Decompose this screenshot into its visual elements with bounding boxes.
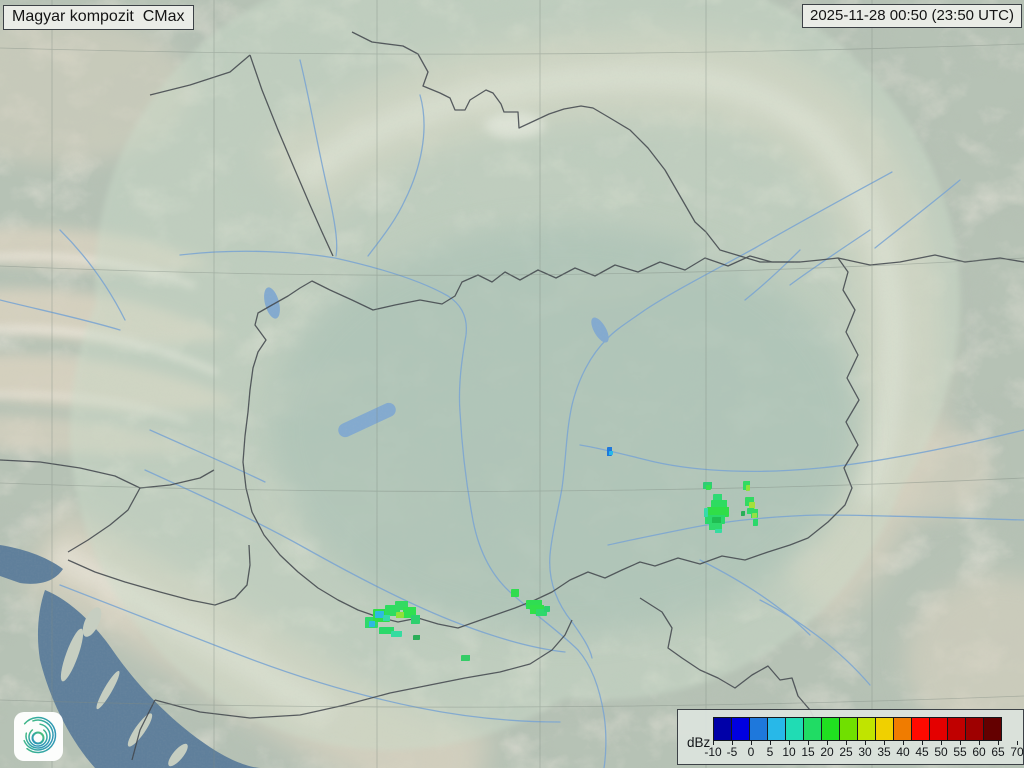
radar-echo-cell xyxy=(413,635,420,640)
legend-color-cell xyxy=(731,717,750,741)
radar-echo-cell xyxy=(715,529,722,533)
legend-color-cell xyxy=(767,717,786,741)
met-service-logo xyxy=(14,712,63,761)
legend-tickmark xyxy=(713,741,714,745)
legend-tickmark xyxy=(865,741,866,745)
radar-echo-cell xyxy=(709,523,722,530)
radar-echo-cell xyxy=(713,494,722,501)
radar-echo-cell xyxy=(411,615,420,624)
legend-tickmark xyxy=(979,741,980,745)
legend-tick-label: 50 xyxy=(934,745,948,759)
legend-tick-label: 20 xyxy=(820,745,834,759)
legend-tickmark xyxy=(808,741,809,745)
legend-tick-label: 10 xyxy=(782,745,796,759)
legend-tick-label: 55 xyxy=(953,745,967,759)
legend-color-cell xyxy=(821,717,840,741)
legend-tickmark xyxy=(789,741,790,745)
legend-tick-label: 0 xyxy=(747,745,755,759)
radar-echo-cell xyxy=(369,621,375,627)
legend-tickmark xyxy=(751,741,752,745)
legend-tickmark xyxy=(903,741,904,745)
legend-tickmark xyxy=(922,741,923,745)
legend-tick-label: -10 xyxy=(704,745,722,759)
legend-color-cell xyxy=(875,717,894,741)
radar-echo-cell xyxy=(704,508,708,517)
radar-echo-cell xyxy=(391,631,402,637)
radar-echo-cell xyxy=(383,615,390,621)
legend-color-cell xyxy=(947,717,966,741)
legend-tick-label: -5 xyxy=(726,745,738,759)
legend-color-cell xyxy=(911,717,930,741)
legend-tick-label: 40 xyxy=(896,745,910,759)
radar-echo-cell xyxy=(544,606,550,612)
radar-echo-cell xyxy=(511,589,519,597)
legend-color-cell xyxy=(749,717,768,741)
radar-echo-cell xyxy=(707,507,729,517)
legend-color-scale xyxy=(713,717,1002,741)
legend-tickmark xyxy=(846,741,847,745)
legend-tickmark xyxy=(884,741,885,745)
legend-color-cell xyxy=(857,717,876,741)
radar-echo-cell xyxy=(379,627,394,634)
legend-color-cell xyxy=(929,717,948,741)
legend-tickmark xyxy=(770,741,771,745)
legend-color-cell xyxy=(713,717,732,741)
legend-tickmark xyxy=(1017,741,1018,745)
radar-echo-cell xyxy=(746,485,750,491)
legend-tick-label: 45 xyxy=(915,745,929,759)
product-title: Magyar kompozit CMax xyxy=(3,5,194,30)
radar-echoes xyxy=(365,447,758,661)
legend-tickmark xyxy=(827,741,828,745)
legend-tick-label: 35 xyxy=(877,745,891,759)
legend-tick-label: 5 xyxy=(766,745,774,759)
timestamp: 2025-11-28 00:50 (23:50 UTC) xyxy=(801,4,1022,28)
legend-tickmark xyxy=(960,741,961,745)
legend-tick-label: 30 xyxy=(858,745,872,759)
radar-echo-cell xyxy=(396,612,404,618)
spiral-logo-icon xyxy=(14,712,63,761)
radar-echo-cell xyxy=(749,502,755,509)
radar-echo-cell xyxy=(609,451,613,455)
legend-color-cell xyxy=(839,717,858,741)
legend-tickmark xyxy=(941,741,942,745)
legend-tick-label: 60 xyxy=(972,745,986,759)
legend-tick-label: 25 xyxy=(839,745,853,759)
radar-echo-cell xyxy=(706,485,711,490)
legend-tickmark xyxy=(998,741,999,745)
radar-echo-cell xyxy=(711,500,727,509)
radar-echo-cell xyxy=(752,513,757,518)
radar-echo-cell xyxy=(461,655,470,661)
legend-tick-axis: -10 -5 0 5 10 15 20 25 30 35 40 45 50 55 60 65 70 xyxy=(704,741,1024,761)
legend-color-cell xyxy=(983,717,1002,741)
legend-color-cell xyxy=(803,717,822,741)
legend-tick-label: 70 xyxy=(1010,745,1024,759)
legend-unit-label: dBz xyxy=(687,735,711,750)
legend-tickmark xyxy=(732,741,733,745)
legend-color-cell xyxy=(965,717,984,741)
radar-echo-cell xyxy=(375,611,384,618)
radar-echo-cell xyxy=(741,511,745,516)
legend-color-cell xyxy=(893,717,912,741)
legend-tick-label: 15 xyxy=(801,745,815,759)
legend-tick-label: 65 xyxy=(991,745,1005,759)
radar-echo-cell xyxy=(753,519,758,526)
legend-color-cell xyxy=(785,717,804,741)
dbz-legend: dBz -10 -5 0 5 10 15 20 25 30 35 40 45 50 55 60 65 70 xyxy=(677,709,1024,765)
